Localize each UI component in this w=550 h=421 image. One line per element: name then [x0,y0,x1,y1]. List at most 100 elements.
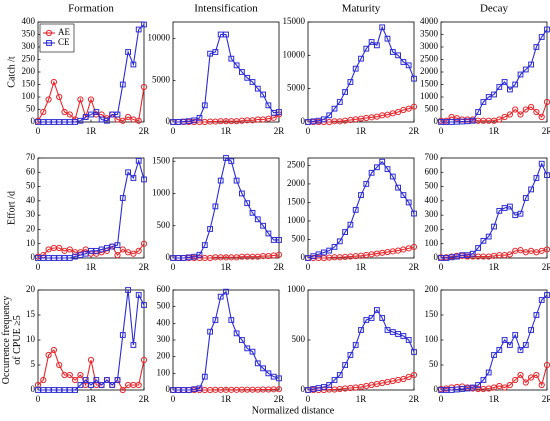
marker [485,233,492,240]
x-tick-label: 2R [274,126,285,136]
x-tick-label: 0 [171,126,176,136]
legend-label: CE [58,37,70,47]
y-tick-label: 200 [425,284,439,294]
x-tick-label: 2R [542,394,550,404]
marker [140,356,148,364]
marker [196,114,203,121]
marker [405,105,412,112]
y-tick-label: 10 [26,238,36,248]
marker [485,369,492,376]
y-tick-label: 10 [26,334,36,344]
marker [228,55,235,62]
y-axis-label: Effort /d [6,191,17,225]
marker [223,31,229,38]
marker [501,79,508,85]
marker [336,99,343,105]
marker [244,345,251,352]
marker [310,118,317,125]
y-tick-label: 5000 [152,74,171,84]
plot-frame [172,157,280,259]
y-tick-label: 2000 [420,66,439,76]
marker [201,242,208,248]
y-tick-label: 20 [26,284,36,294]
marker [50,346,58,354]
panel: Decay 0 500 1000 1500 2000 2500 3000 3500 4000 0 1R… [420,3,550,136]
marker [140,83,148,91]
x-tick-label: 0 [439,262,444,272]
x-tick-label: 1R [221,126,232,136]
y-tick-label: 0 [301,384,306,394]
x-tick-label: 0 [306,262,311,272]
series-line [441,29,548,123]
x-tick-label: 0 [36,262,41,272]
marker [254,85,261,92]
y-tick-label: 60 [26,166,36,176]
legend-box [39,23,75,53]
marker [196,385,203,392]
marker [544,292,550,298]
marker [496,207,503,214]
marker [254,216,261,223]
plot-frame [37,289,145,391]
marker [405,373,412,381]
x-tick-label: 1R [86,126,97,136]
marker [233,330,240,337]
marker [475,109,482,115]
marker [270,373,277,380]
marker [228,158,235,165]
y-tick-label: 500 [425,181,439,191]
marker [66,246,73,253]
marker [66,111,73,118]
y-tick-label: 50 [26,181,36,191]
marker [347,79,354,85]
marker [254,360,261,367]
marker [40,108,47,116]
marker [72,119,78,125]
series-line [37,349,145,391]
marker [400,333,407,339]
marker [522,106,529,113]
marker [114,252,121,259]
marker [228,317,235,323]
x-tick-label: 2R [409,262,420,272]
marker [98,382,105,388]
marker [66,371,73,379]
marker [125,49,131,55]
marker [45,387,52,393]
panel-title: Intensification [194,3,258,15]
marker [87,96,95,103]
marker [98,246,105,253]
marker [40,376,47,384]
marker [544,26,550,33]
marker [45,255,52,261]
marker [61,255,68,261]
marker [358,327,364,333]
marker [326,112,333,119]
marker [119,246,126,253]
marker [405,199,412,206]
x-tick-label: 0 [36,126,41,136]
y-axis-label: of CPUE ≥5 [12,315,23,364]
marker [212,49,219,55]
marker [40,387,47,393]
y-tick-label: 500 [157,220,171,230]
marker [517,71,524,78]
marker [135,157,142,164]
y-tick-label: 4000 [420,16,439,26]
marker [507,86,513,93]
marker [379,158,386,165]
marker [135,26,142,33]
y-tick-label: 2500 [420,54,439,64]
y-tick-label: 100 [157,367,171,377]
marker [119,332,126,338]
marker [512,106,519,113]
panel: 0 500 1000 0 1R 2R [287,284,419,404]
series-line [173,290,280,391]
y-tick-label: 1500 [152,155,171,165]
marker [517,247,524,254]
marker [411,349,417,355]
marker [40,255,47,261]
marker [400,375,407,383]
